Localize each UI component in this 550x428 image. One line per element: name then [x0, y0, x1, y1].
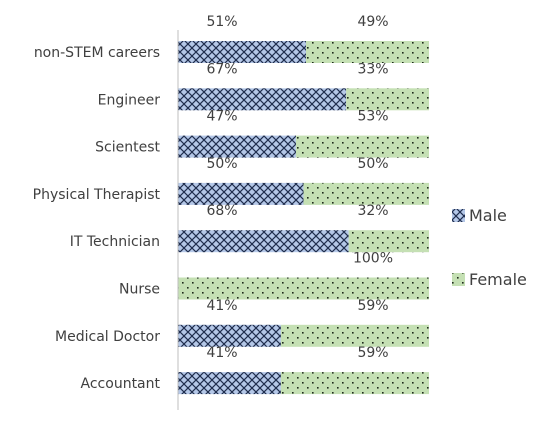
data-label-male-it-technician: 68%: [206, 203, 237, 219]
bar-female-accountant: [280, 372, 429, 395]
bar-male-accountant: [178, 372, 281, 395]
data-label-female-nurse: 100%: [353, 251, 393, 267]
category-label-medical-doctor: Medical Doctor: [55, 329, 160, 345]
legend-label-female: Female: [469, 270, 527, 289]
bar-female-scientest: [295, 135, 429, 158]
bar-female-nurse: [178, 277, 429, 300]
category-label-nurse: Nurse: [119, 282, 160, 298]
data-label-female-medical-doctor: 59%: [357, 298, 388, 314]
category-label-accountant: Accountant: [81, 376, 161, 392]
bar-female-engineer: [346, 88, 429, 111]
bar-male-physical-therapist: [178, 182, 304, 205]
bar-female-medical-doctor: [280, 324, 429, 347]
bar-female-physical-therapist: [303, 182, 429, 205]
legend-swatch-female: [452, 273, 465, 286]
data-label-female-non-stem-careers: 49%: [357, 14, 388, 30]
data-label-male-physical-therapist: 50%: [206, 156, 237, 172]
category-label-physical-therapist: Physical Therapist: [33, 187, 161, 203]
bar-female-it-technician: [348, 230, 429, 253]
data-label-male-accountant: 41%: [206, 345, 237, 361]
data-label-male-scientest: 47%: [206, 109, 237, 125]
legend-swatch-male: [452, 209, 465, 222]
data-label-male-engineer: 67%: [206, 61, 237, 77]
legend-label-male: Male: [469, 206, 507, 225]
data-label-female-scientest: 53%: [357, 109, 388, 125]
labels-layer: non-STEM careers 51% 49% Engineer 67% 33% Scie…: [33, 14, 393, 392]
bars-layer: [178, 41, 429, 395]
data-label-male-medical-doctor: 41%: [206, 298, 237, 314]
category-label-non-stem-careers: non-STEM careers: [34, 45, 160, 61]
bar-female-non-stem-careers: [306, 41, 429, 63]
bar-male-medical-doctor: [178, 324, 281, 347]
data-label-male-non-stem-careers: 51%: [206, 14, 237, 30]
data-label-female-accountant: 59%: [357, 345, 388, 361]
bar-male-it-technician: [178, 230, 349, 253]
bar-male-non-stem-careers: [178, 41, 307, 63]
legend: Male Female: [452, 206, 527, 289]
data-label-female-it-technician: 32%: [357, 203, 388, 219]
data-label-female-engineer: 33%: [357, 61, 388, 77]
category-label-it-technician: IT Technician: [70, 234, 160, 250]
bar-male-engineer: [178, 88, 347, 111]
category-label-scientest: Scientest: [95, 140, 160, 156]
data-label-female-physical-therapist: 50%: [357, 156, 388, 172]
bar-male-scientest: [178, 135, 296, 158]
category-label-engineer: Engineer: [98, 92, 161, 108]
